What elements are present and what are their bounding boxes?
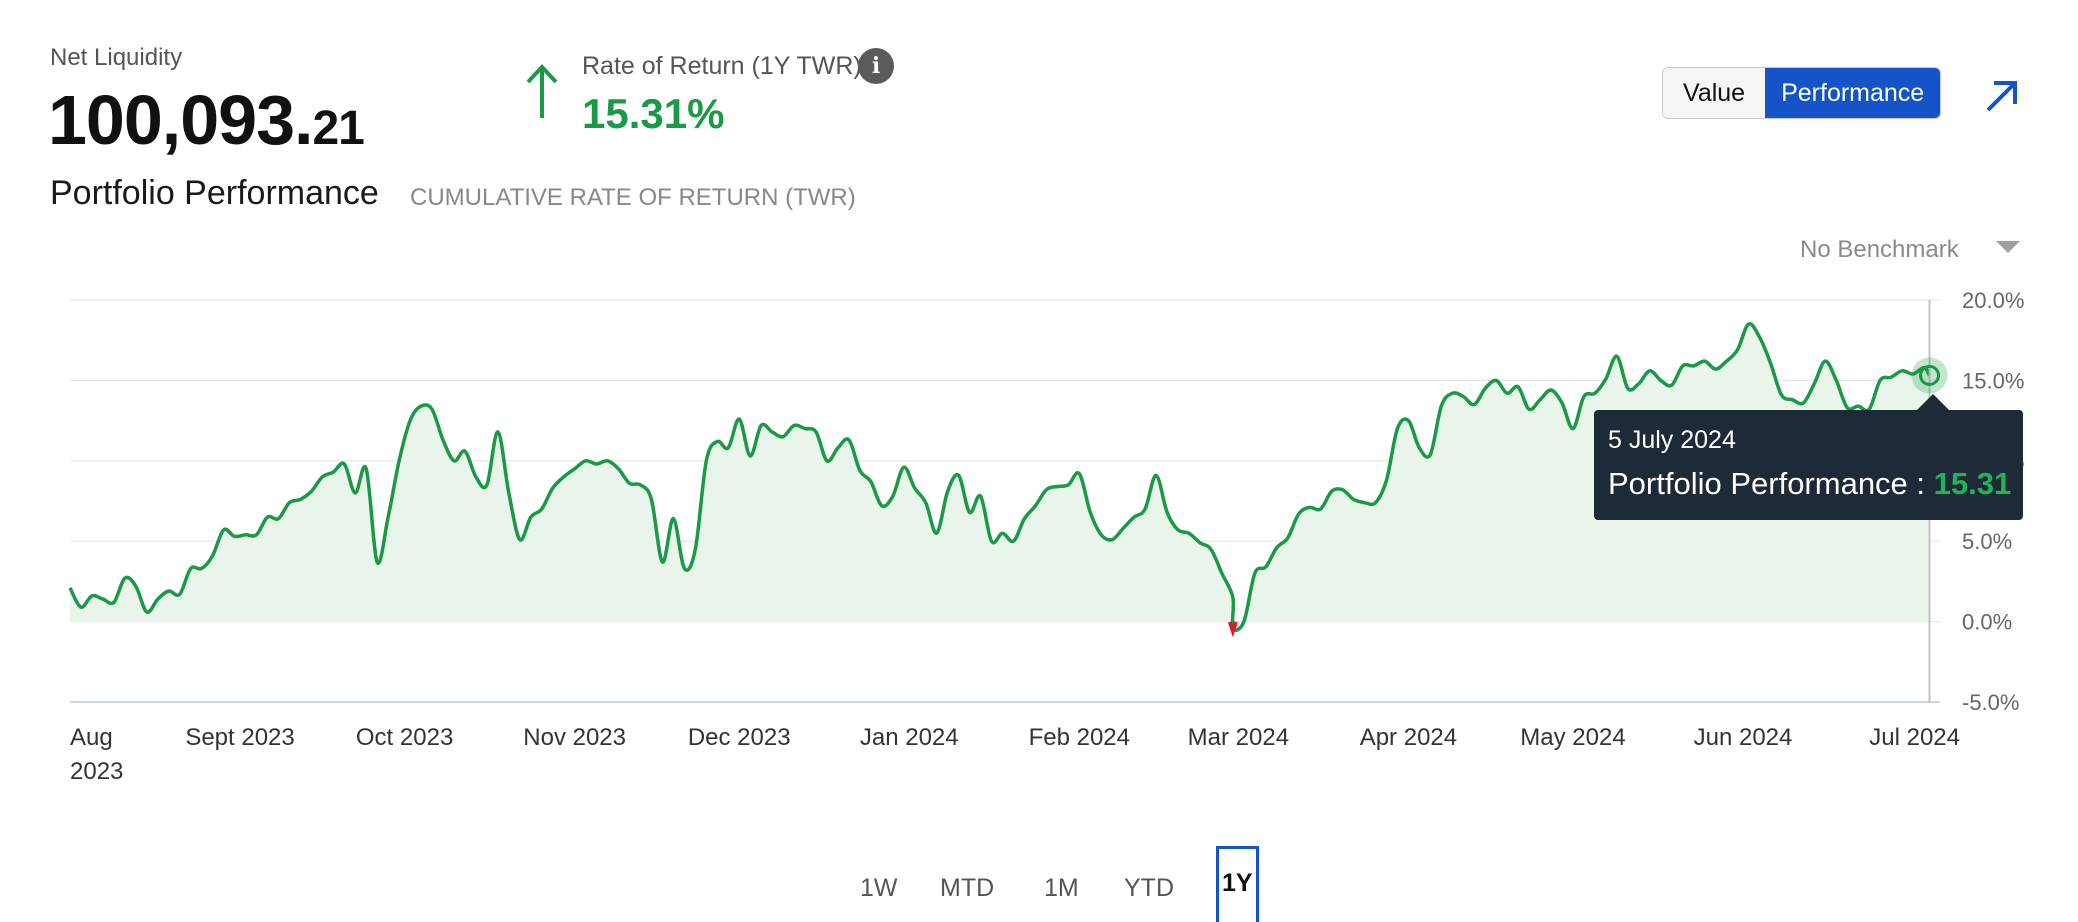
x-tick-label: Jan 2024 bbox=[860, 724, 959, 751]
period-selector: 1W MTD 1M YTD 1Y bbox=[0, 846, 2078, 922]
performance-toggle-button[interactable]: Performance bbox=[1765, 68, 1941, 118]
net-liquidity-label: Net Liquidity bbox=[50, 44, 183, 71]
hover-point bbox=[1919, 364, 1941, 386]
arrow-up-icon bbox=[526, 64, 558, 118]
rate-of-return-value: 15.31% bbox=[582, 90, 725, 137]
y-tick-label: -5.0% bbox=[1962, 690, 2019, 715]
y-tick-label: 0.0% bbox=[1962, 610, 2012, 635]
x-tick-label: Nov 2023 bbox=[523, 724, 626, 751]
x-axis-ticks: Aug 2023 Sept 2023 Oct 2023 Nov 2023 Dec 2023… bbox=[70, 724, 1960, 785]
x-tick-label: Aug bbox=[70, 724, 113, 751]
line-series bbox=[68, 322, 1932, 638]
expand-arrow-icon[interactable] bbox=[1982, 76, 2022, 116]
section-subtitle: CUMULATIVE RATE OF RETURN (TWR) bbox=[410, 184, 856, 211]
y-tick-label: 5.0% bbox=[1962, 529, 2012, 554]
info-icon[interactable]: i bbox=[858, 48, 894, 84]
x-tick-label: Oct 2023 bbox=[356, 724, 453, 751]
tooltip-date: 5 July 2024 bbox=[1608, 426, 1736, 454]
area-fill bbox=[70, 323, 1930, 631]
net-liquidity-cents: 21 bbox=[312, 102, 364, 155]
net-liquidity-value: 100,093.21 bbox=[48, 80, 365, 160]
x-tick-label: Mar 2024 bbox=[1188, 724, 1289, 751]
period-1y[interactable]: 1Y bbox=[1216, 846, 1259, 922]
performance-chart[interactable]: -5.0%0.0%5.0%10.0%15.0%20.0% Aug2023Sept… bbox=[0, 0, 2078, 800]
area-fill-path bbox=[70, 323, 1930, 631]
benchmark-select[interactable]: No Benchmark bbox=[1800, 236, 1959, 263]
x-tick-label: Dec 2023 bbox=[688, 724, 791, 751]
hover-halo bbox=[1911, 357, 1948, 394]
y-tick-label: 20.0% bbox=[1962, 288, 2024, 313]
x-tick-label: Feb 2024 bbox=[1029, 724, 1130, 751]
x-tick-label: 2023 bbox=[70, 758, 123, 785]
x-tick-label: Sept 2023 bbox=[185, 724, 294, 751]
x-tick-label: Jun 2024 bbox=[1694, 724, 1793, 751]
tooltip-series-label: Portfolio Performance : bbox=[1608, 466, 1934, 501]
tooltip-value: 15.31 bbox=[1933, 466, 2012, 501]
period-1w[interactable]: 1W bbox=[860, 874, 898, 902]
chart-tooltip: 5 July 2024 Portfolio Performance : 15.3… bbox=[1594, 410, 2023, 520]
negative-segment bbox=[1227, 621, 1238, 638]
portfolio-line bbox=[68, 322, 1932, 632]
tooltip-caret bbox=[1917, 394, 1949, 410]
tooltip-line: Portfolio Performance : 15.31 bbox=[1608, 466, 2011, 502]
period-ytd[interactable]: YTD bbox=[1124, 874, 1174, 902]
x-tick-label: Apr 2024 bbox=[1360, 724, 1457, 751]
period-1m[interactable]: 1M bbox=[1044, 874, 1079, 902]
rate-of-return-label: Rate of Return (1Y TWR) bbox=[582, 52, 862, 80]
value-toggle-button[interactable]: Value bbox=[1663, 68, 1766, 118]
x-tick-label: Jul 2024 bbox=[1869, 724, 1960, 751]
x-tick-label: May 2024 bbox=[1520, 724, 1625, 751]
view-toggle: Value Performance bbox=[1662, 67, 1942, 119]
period-mtd[interactable]: MTD bbox=[940, 874, 995, 902]
chevron-down-icon[interactable] bbox=[1996, 241, 2020, 253]
y-tick-label: 15.0% bbox=[1962, 368, 2024, 393]
section-title: Portfolio Performance bbox=[50, 174, 379, 212]
net-liquidity-main: 100,093. bbox=[48, 81, 313, 159]
